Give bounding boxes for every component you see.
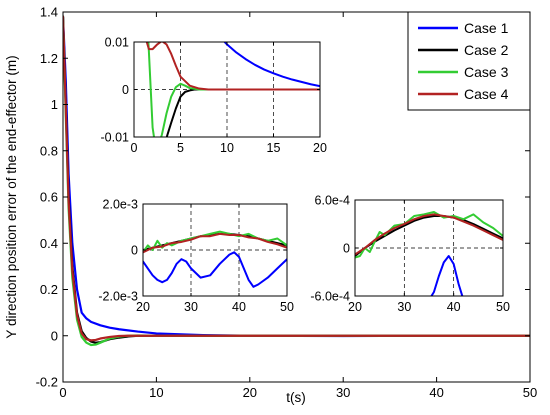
series-line-case-1 — [430, 255, 464, 296]
series-line-case-1 — [223, 42, 320, 88]
y-tick-label: 1.2 — [40, 51, 58, 66]
y-tick-label: -2.0e-3 — [98, 290, 138, 304]
x-tick-label: 20 — [348, 300, 362, 314]
x-tick-label: 0 — [131, 141, 138, 155]
x-tick-label: 20 — [313, 141, 327, 155]
y-tick-label: 0.4 — [40, 236, 58, 251]
x-tick-label: 50 — [496, 300, 510, 314]
legend-label: Case 3 — [464, 64, 509, 80]
y-tick-label: 1.4 — [40, 5, 58, 20]
y-tick-label: 0 — [122, 83, 129, 97]
x-tick-label: 5 — [177, 141, 184, 155]
y-tick-label: 0.01 — [105, 36, 129, 50]
y-tick-label: -0.01 — [101, 131, 130, 145]
x-tick-label: 20 — [243, 385, 257, 400]
x-tick-label: 40 — [447, 300, 461, 314]
x-tick-label: 0 — [59, 385, 66, 400]
series-line-case-1 — [143, 251, 287, 288]
series-group — [145, 42, 320, 137]
y-tick-label: 0 — [51, 328, 58, 343]
x-tick-label: 50 — [523, 385, 537, 400]
legend: Case 1 Case 2 Case 3 Case 4 — [407, 11, 531, 111]
x-tick-label: 10 — [220, 141, 234, 155]
plot-panel-inset-middle: 20 30 40 50 -2.0e-3 0 2.0e-3 — [98, 198, 294, 315]
legend-label: Case 1 — [464, 20, 509, 36]
y-tick-label: 0 — [131, 244, 138, 258]
series-group — [143, 230, 287, 288]
y-axis-label: Y direction position error of the end-ef… — [4, 55, 19, 338]
x-tick-label: 10 — [149, 385, 163, 400]
y-tick-label: 1 — [51, 97, 58, 112]
series-line-case-4 — [145, 42, 320, 91]
series-line-case-2 — [355, 215, 503, 257]
y-tick-label: 0.8 — [40, 143, 58, 158]
y-tick-label: 0.6 — [40, 190, 58, 205]
legend-label: Case 4 — [464, 86, 509, 102]
y-tick-label: 6.0e-4 — [315, 194, 350, 208]
x-tick-label: 20 — [136, 300, 150, 314]
x-tick-label: 50 — [280, 300, 294, 314]
y-tick-label: 2.0e-3 — [103, 198, 138, 212]
x-tick-label: 40 — [429, 385, 443, 400]
x-tick-label: 15 — [267, 141, 281, 155]
plot-panel-inset-right: 20 30 40 50 -6.0e-4 0 6.0e-4 — [310, 194, 510, 315]
legend-label: Case 2 — [464, 42, 509, 58]
y-tick-label: -0.2 — [36, 375, 58, 390]
x-tick-label: 30 — [184, 300, 198, 314]
series-line-case-4 — [355, 213, 503, 256]
x-tick-label: 30 — [397, 300, 411, 314]
x-tick-label: 30 — [336, 385, 350, 400]
series-line-case-4 — [63, 15, 530, 342]
x-tick-label: 40 — [232, 300, 246, 314]
series-line-case-4 — [143, 232, 287, 254]
y-tick-label: -6.0e-4 — [310, 290, 350, 304]
series-line-case-3 — [355, 211, 503, 259]
series-group — [355, 211, 503, 296]
series-group — [63, 15, 530, 347]
y-tick-label: 0.2 — [40, 282, 58, 297]
y-tick-label: 0 — [343, 242, 350, 256]
x-axis-label: t(s) — [286, 390, 306, 405]
chart-root: 0 10 20 30 40 50-0.200.20.40.60.811.21.4t(s)Y… — [4, 5, 537, 406]
